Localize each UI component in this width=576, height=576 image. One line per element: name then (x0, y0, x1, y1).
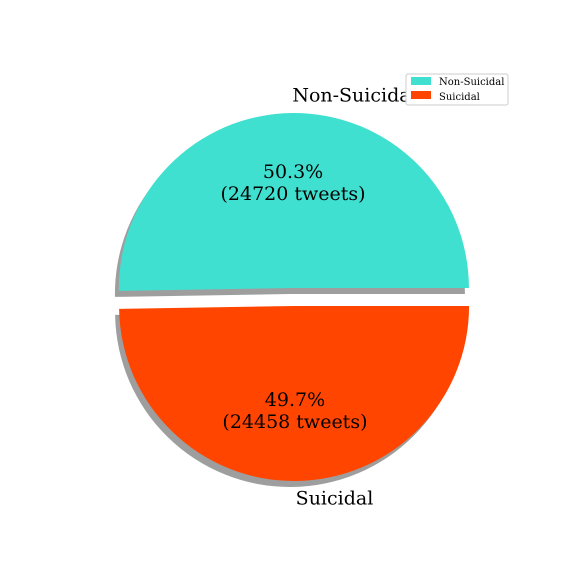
slice-labels: Non-Suicidal 50.3%(24720 tweets) Suicidal 4… (220, 85, 416, 510)
slice-label-non-suicidal: Non-Suicidal (292, 85, 416, 107)
slice-percent-non-suicidal: 50.3% (263, 161, 323, 183)
pie-slice-non-suicidal (118, 112, 469, 291)
pie-slice-suicidal (119, 305, 470, 481)
legend: Non-Suicidal Suicidal (405, 73, 509, 106)
legend-swatch-non-suicidal (411, 77, 431, 85)
slice-count-suicidal: (24458 tweets) (222, 411, 367, 433)
slice-label-suicidal: Suicidal (296, 487, 374, 509)
legend-frame (405, 73, 509, 106)
legend-label-suicidal: Suicidal (439, 92, 480, 103)
legend-swatch-suicidal (411, 91, 431, 99)
legend-label-non-suicidal: Non-Suicidal (439, 77, 504, 88)
slice-percent-suicidal: 49.7% (265, 389, 325, 411)
slice-count-non-suicidal: (24720 tweets) (220, 183, 365, 205)
pie-slices (118, 112, 470, 481)
